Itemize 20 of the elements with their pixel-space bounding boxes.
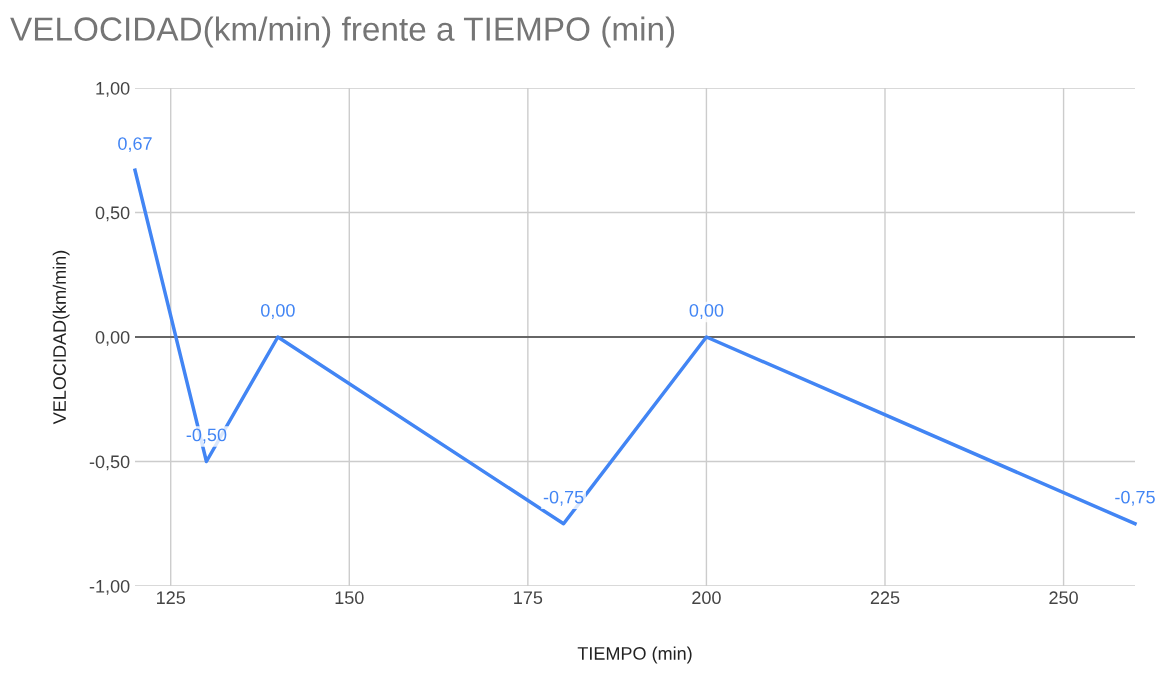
- x-tick-label: 150: [335, 591, 364, 605]
- y-tick-label: 0,50: [95, 206, 130, 222]
- x-tick-label: 200: [692, 591, 721, 605]
- x-tick-label: 250: [1049, 591, 1078, 605]
- data-label: -0,75: [543, 490, 584, 506]
- x-tick-label: 125: [157, 591, 186, 605]
- y-tick-label: -0,50: [89, 455, 130, 471]
- data-label: 0,00: [689, 303, 724, 319]
- data-label: 0,67: [118, 137, 152, 153]
- data-label: 0,00: [260, 303, 295, 319]
- y-tick-label: 1,00: [96, 81, 130, 97]
- y-axis-title: VELOCIDAD(km/min): [52, 250, 70, 425]
- chart-title: VELOCIDAD(km/min) frente a TIEMPO (min): [10, 16, 675, 48]
- x-tick-label: 175: [514, 591, 543, 605]
- y-tick-label: 0,00: [95, 330, 130, 346]
- x-tick-label: 225: [870, 591, 900, 605]
- y-tick-label: -1,00: [89, 579, 130, 595]
- data-label: -0,75: [1115, 490, 1155, 506]
- data-label: -0,50: [186, 428, 227, 444]
- x-axis-title: TIEMPO (min): [577, 646, 692, 664]
